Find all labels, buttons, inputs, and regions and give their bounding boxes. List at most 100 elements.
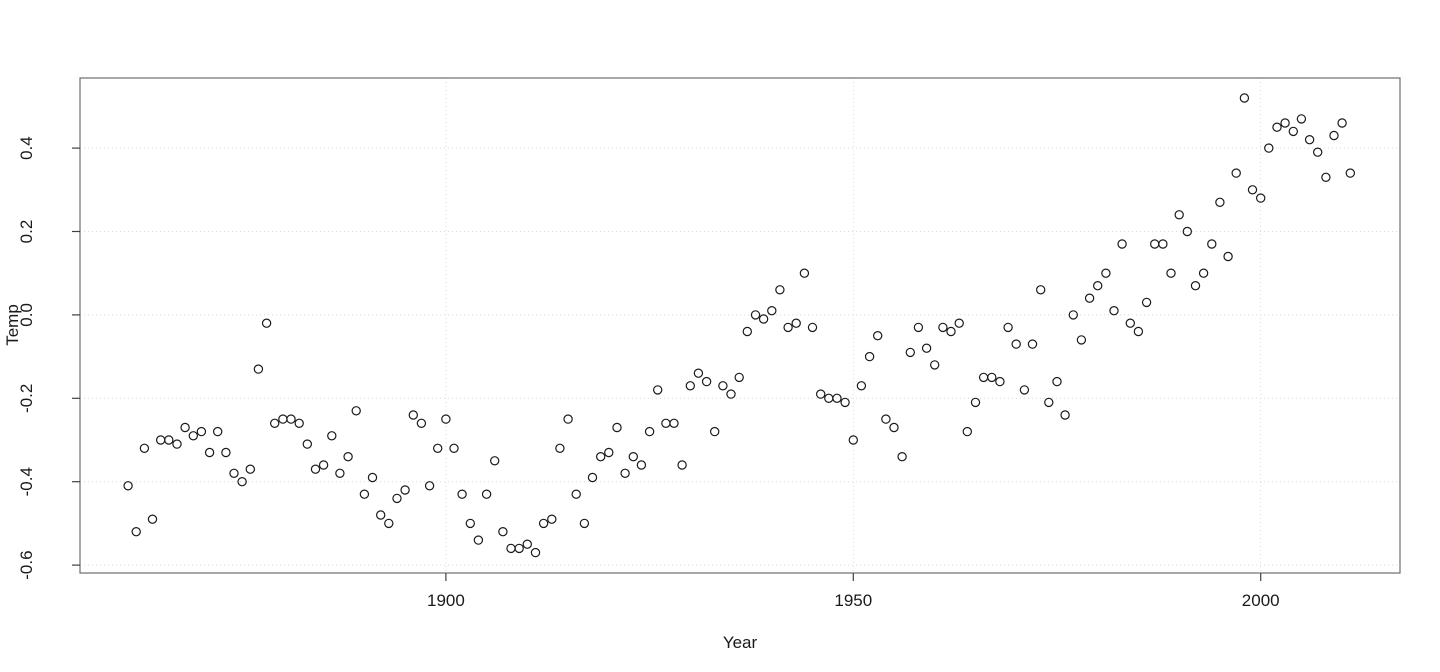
data-point <box>416 418 427 428</box>
data-point <box>335 468 345 478</box>
data-point <box>1158 239 1168 249</box>
data-point <box>807 322 818 333</box>
data-point <box>644 426 655 437</box>
y-tick-label: -0.6 <box>17 550 36 579</box>
data-point <box>1296 114 1307 124</box>
gridlines <box>80 78 1400 573</box>
data-point <box>726 389 736 399</box>
data-point <box>147 514 158 524</box>
x-axis-title: Year <box>723 633 758 652</box>
data-point <box>384 518 394 529</box>
data-point <box>449 443 459 453</box>
y-tick-label: 0.4 <box>17 136 36 160</box>
data-point <box>978 372 989 383</box>
data-point <box>457 489 467 499</box>
data-point <box>832 393 842 403</box>
data-point <box>514 543 524 554</box>
plot-border <box>79 77 1401 574</box>
data-point <box>962 426 973 437</box>
data-point <box>873 331 883 341</box>
data-point <box>327 431 337 441</box>
data-point <box>555 443 565 453</box>
data-point <box>1174 210 1184 220</box>
data-point <box>1076 335 1087 345</box>
data-point <box>840 397 850 408</box>
data-point <box>1288 126 1299 137</box>
data-point <box>1321 172 1331 182</box>
data-point <box>229 468 239 478</box>
data-point <box>164 435 174 445</box>
data-point <box>1231 168 1241 178</box>
data-point <box>1117 239 1127 249</box>
data-point <box>1190 281 1201 291</box>
data-point <box>612 422 622 433</box>
data-point <box>1345 168 1356 178</box>
data-point <box>433 443 443 453</box>
data-point <box>547 514 557 524</box>
data-point <box>1027 339 1038 349</box>
data-point <box>131 527 141 537</box>
data-point <box>1280 118 1290 128</box>
data-point <box>1255 193 1266 203</box>
data-point <box>180 422 190 433</box>
data-point <box>1329 130 1339 141</box>
data-point <box>1264 143 1274 153</box>
data-point <box>905 347 916 358</box>
data-points <box>123 93 1356 558</box>
data-point <box>1312 147 1323 157</box>
data-point <box>343 452 353 462</box>
data-point <box>237 477 247 487</box>
data-point <box>930 360 940 370</box>
data-point <box>579 518 590 529</box>
data-point <box>783 322 793 333</box>
data-point <box>677 460 687 470</box>
data-point <box>791 318 801 328</box>
data-point <box>604 447 614 458</box>
data-point <box>669 418 679 428</box>
data-point <box>1125 318 1136 328</box>
data-point <box>775 285 785 295</box>
data-point <box>1182 226 1193 237</box>
data-point <box>302 439 312 449</box>
data-point <box>351 406 361 416</box>
data-point <box>212 426 223 437</box>
data-point <box>636 460 647 470</box>
data-point <box>278 414 288 424</box>
data-point <box>1166 268 1176 278</box>
x-tick-label: 1900 <box>427 591 465 610</box>
data-point <box>1337 118 1347 128</box>
data-point <box>995 376 1005 387</box>
data-point <box>1133 326 1144 337</box>
data-point <box>1272 122 1282 132</box>
data-point <box>123 481 133 491</box>
data-point <box>710 426 720 437</box>
data-point <box>204 447 215 458</box>
data-point <box>530 547 541 558</box>
data-point <box>1044 397 1054 408</box>
data-point <box>481 489 492 499</box>
data-point <box>1239 93 1250 103</box>
data-point <box>245 464 255 474</box>
data-point <box>1141 297 1152 308</box>
data-point <box>473 535 484 545</box>
data-point <box>938 322 948 333</box>
data-point <box>1207 239 1217 249</box>
data-point <box>970 397 981 408</box>
data-point <box>701 376 712 387</box>
data-point <box>718 381 728 391</box>
data-point <box>1068 310 1079 320</box>
data-point <box>139 443 150 453</box>
data-point <box>848 435 859 445</box>
data-point <box>954 318 964 328</box>
data-point <box>596 452 606 462</box>
data-point <box>921 343 932 353</box>
data-point <box>734 372 744 383</box>
data-point <box>424 481 435 491</box>
data-point <box>1198 268 1209 278</box>
data-point <box>286 414 296 424</box>
data-point <box>367 472 378 483</box>
data-point <box>767 306 777 316</box>
data-point <box>1304 134 1315 145</box>
